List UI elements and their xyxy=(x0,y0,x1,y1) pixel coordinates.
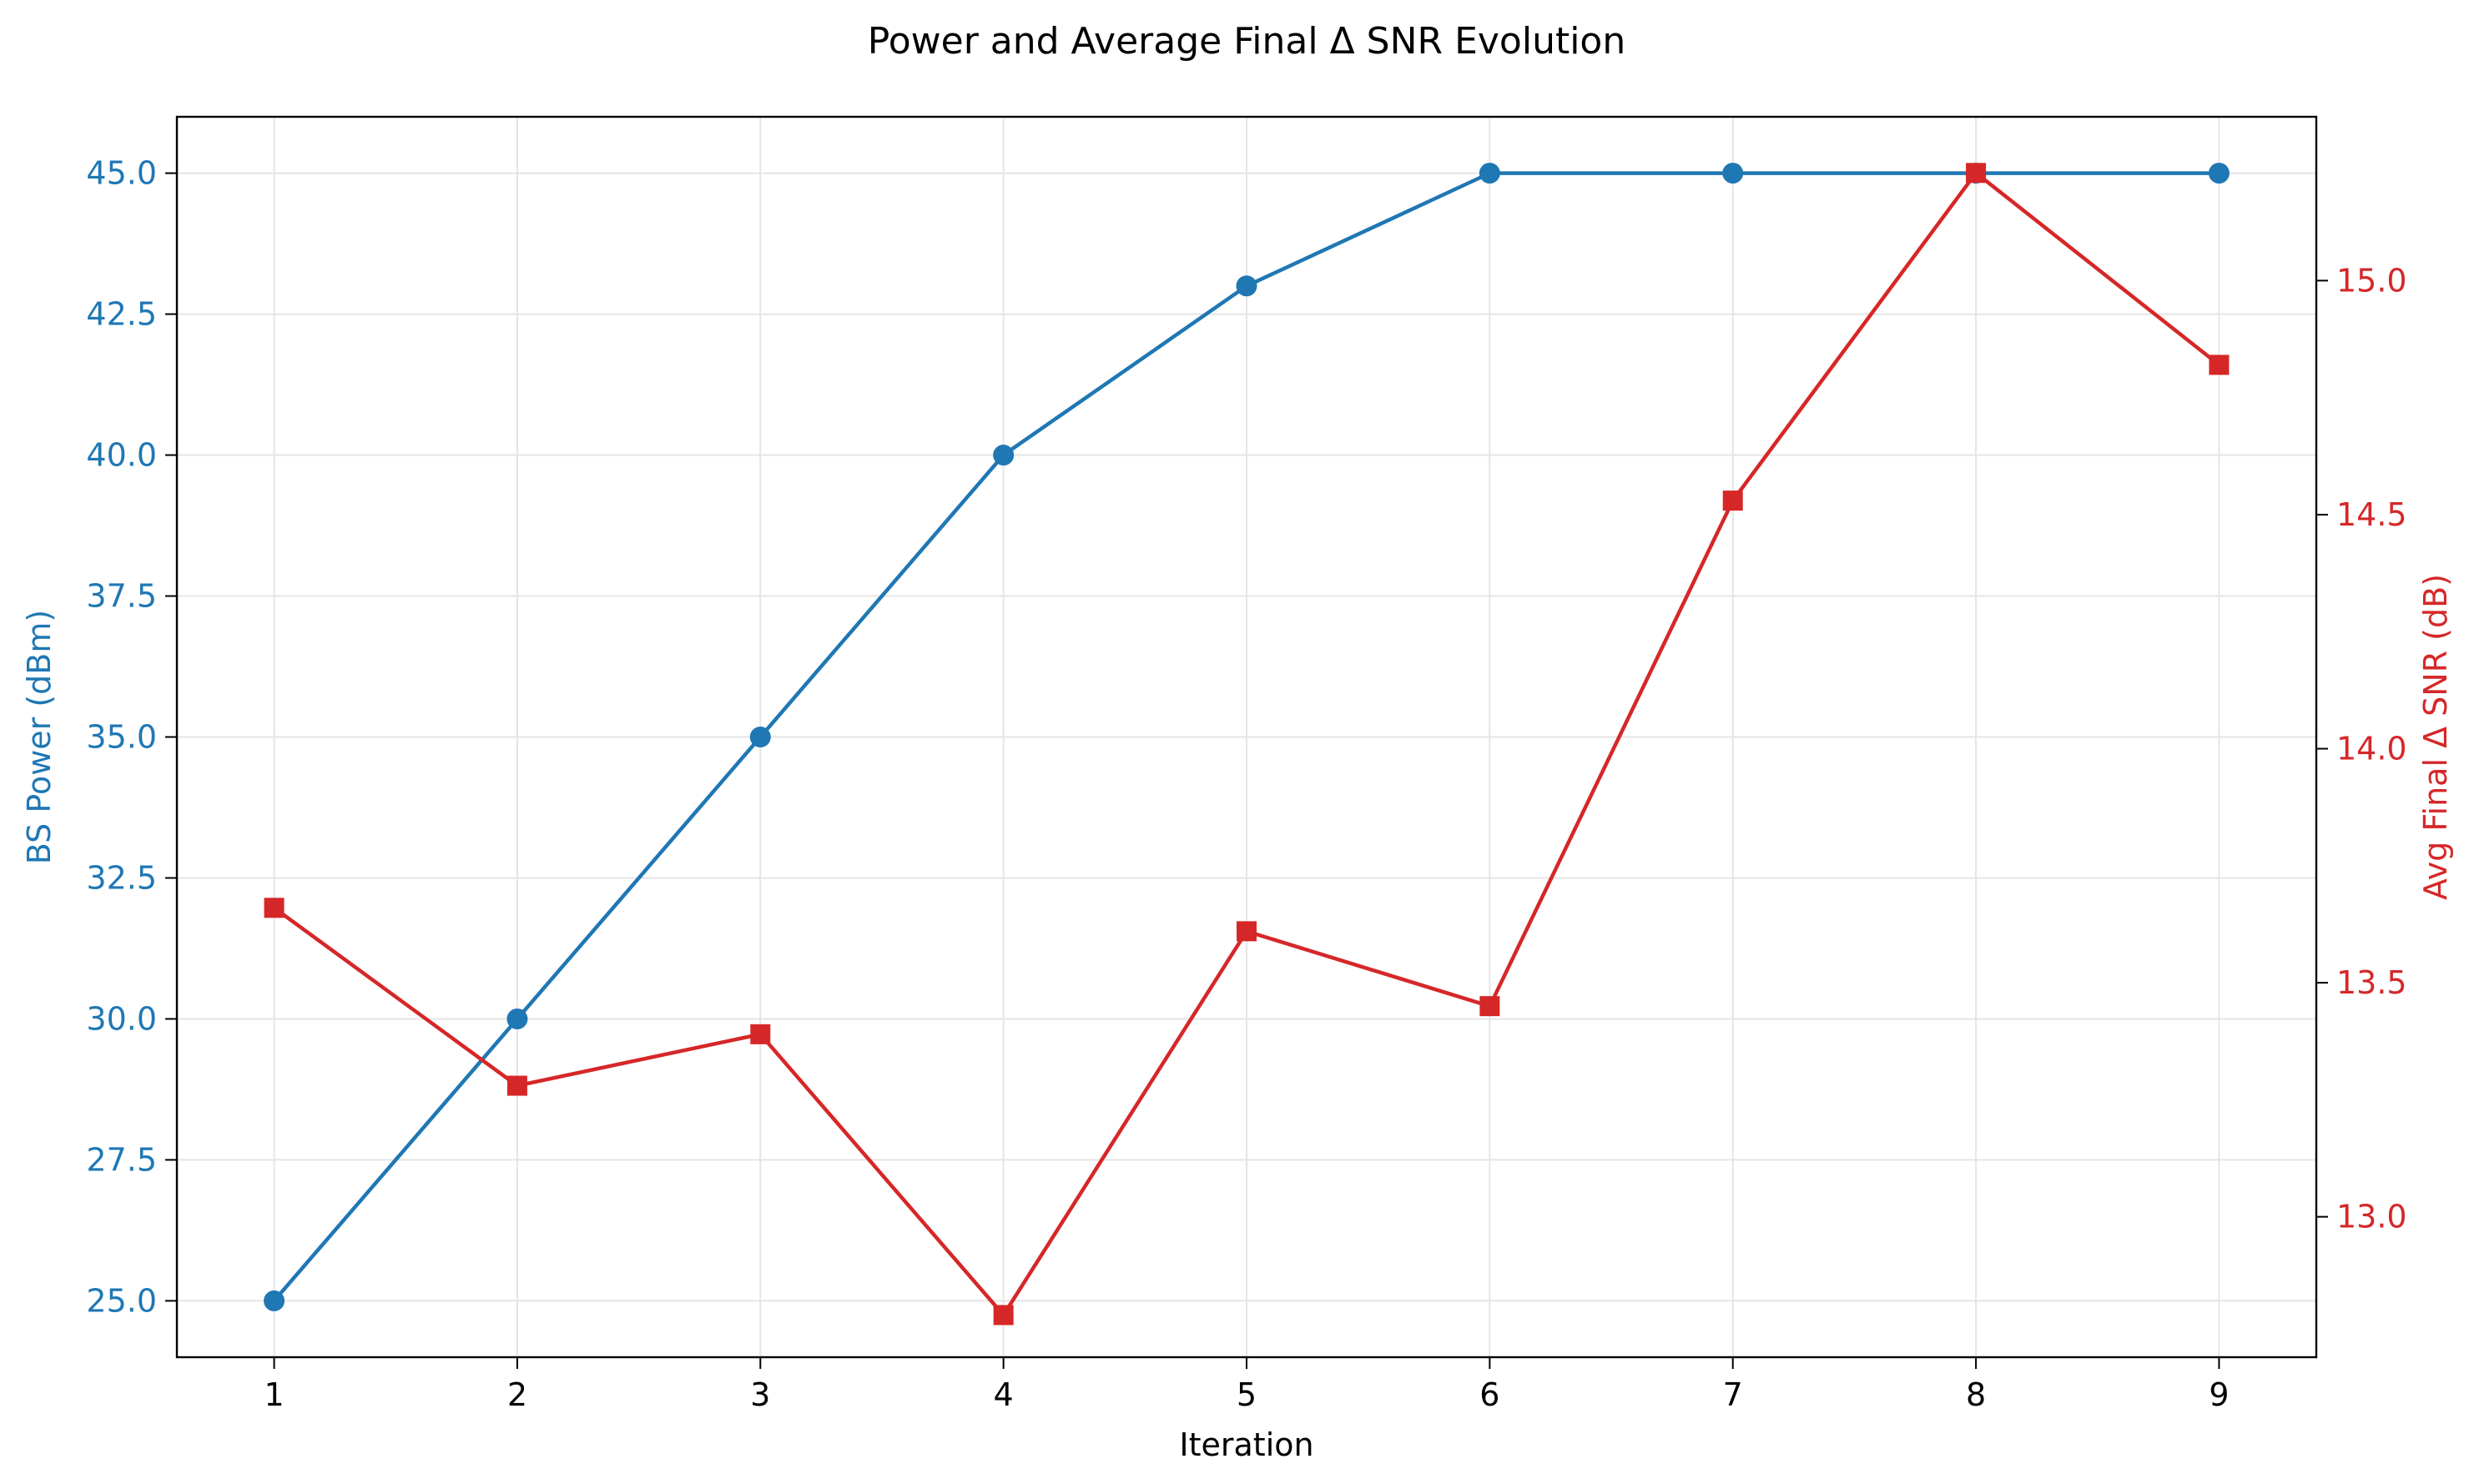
power-point xyxy=(1722,163,1744,184)
y-right-tick-label: 13.0 xyxy=(2336,1199,2407,1235)
y-right-tick-label: 13.5 xyxy=(2336,964,2407,1001)
power-point xyxy=(1236,275,1257,297)
snr-point xyxy=(506,1075,527,1096)
grid xyxy=(177,117,2316,1357)
chart-title: Power and Average Final Δ SNR Evolution xyxy=(868,20,1626,63)
y-left-tick-label: 25.0 xyxy=(86,1282,157,1319)
x-axis-label: Iteration xyxy=(1179,1426,1313,1463)
y-axis-right-label: Avg Final Δ SNR (dB) xyxy=(2417,574,2454,900)
snr-point xyxy=(2209,355,2230,375)
snr-point xyxy=(264,898,285,918)
y-right-tick-label: 15.0 xyxy=(2336,262,2407,299)
snr-point xyxy=(1479,996,1500,1017)
y-left-tick-label: 40.0 xyxy=(86,437,157,474)
x-tick-label: 7 xyxy=(1723,1376,1743,1413)
x-tick-label: 6 xyxy=(1479,1376,1499,1413)
x-tick-label: 5 xyxy=(1237,1376,1257,1413)
snr-point xyxy=(993,1305,1014,1326)
x-tick-label: 1 xyxy=(264,1376,284,1413)
y-right-tick-label: 14.0 xyxy=(2336,731,2407,767)
series-markers xyxy=(264,163,2230,1326)
y-left-tick-label: 37.5 xyxy=(86,578,157,615)
y-left-tick-label: 45.0 xyxy=(86,155,157,192)
y-right-tick-label: 14.5 xyxy=(2336,496,2407,533)
snr-point xyxy=(1722,490,1743,511)
power-point xyxy=(506,1008,528,1029)
y-axis-left-label: BS Power (dBm) xyxy=(21,610,58,864)
y-left-tick-label: 42.5 xyxy=(86,296,157,333)
snr-point xyxy=(1966,163,1987,184)
y-left-tick-label: 27.5 xyxy=(86,1141,157,1178)
y-left-tick-label: 32.5 xyxy=(86,859,157,896)
axis-ticks: 1 2 3 4 5 6 7 8 9 25.0 27.5 30.0 32.5 35.0 37.5 40.0 42.… xyxy=(86,155,2406,1413)
power-point xyxy=(2208,163,2230,184)
power-point xyxy=(264,1290,285,1311)
x-tick-label: 3 xyxy=(750,1376,770,1413)
y-left-tick-label: 30.0 xyxy=(86,1000,157,1037)
snr-point xyxy=(1237,921,1257,942)
power-point xyxy=(1479,163,1500,184)
snr-point xyxy=(750,1024,771,1044)
x-tick-label: 9 xyxy=(2209,1376,2229,1413)
x-tick-label: 2 xyxy=(507,1376,527,1413)
x-tick-label: 4 xyxy=(994,1376,1014,1413)
power-point xyxy=(749,727,771,747)
y-left-tick-label: 35.0 xyxy=(86,719,157,756)
power-point xyxy=(993,445,1015,466)
x-tick-label: 8 xyxy=(1966,1376,1986,1413)
